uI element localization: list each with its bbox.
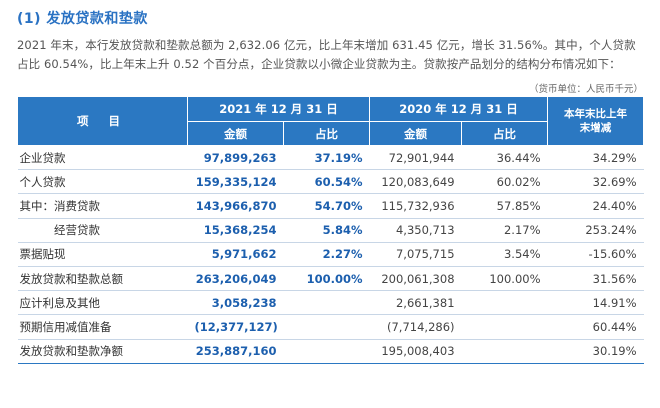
previous-amount: 7,075,715 (369, 242, 462, 267)
current-amount: 263,206,049 (187, 266, 284, 292)
change-value: 30.19% (547, 339, 644, 364)
currency-unit-note: （货币单位：人民币千元） (528, 84, 643, 95)
current-share: 5.84% (283, 218, 370, 243)
table-row: 其中：消费贷款 143,966,870 54.70% 115,732,936 57.85… (17, 193, 644, 219)
previous-amount: (7,714,286) (369, 314, 462, 340)
previous-amount: 4,350,713 (369, 218, 462, 243)
previous-amount: 2,661,381 (369, 290, 462, 316)
table-row: 预期信用减值准备 (12,377,127) (7,714,286) 60.44% (17, 314, 644, 340)
header-current-amount: 金额 (187, 121, 284, 146)
row-label: 预期信用减值准备 (17, 314, 188, 340)
previous-amount: 120,083,649 (369, 169, 462, 195)
current-share: 37.19% (283, 145, 370, 171)
previous-share: 36.44% (461, 145, 548, 171)
table-row: 个人贷款 159,335,124 60.54% 120,083,649 60.02% 32… (17, 169, 644, 195)
current-amount: 159,335,124 (187, 169, 284, 195)
row-label: 应计利息及其他 (17, 290, 188, 316)
header-item: 项 目 (17, 96, 188, 146)
header-period-previous: 2020 年 12 月 31 日 (369, 96, 549, 122)
current-amount: 253,887,160 (187, 339, 284, 364)
previous-share (461, 339, 548, 364)
header-previous-amount: 金额 (369, 121, 463, 146)
section-heading: (1) 发放贷款和垫款 (17, 11, 148, 27)
row-label: 票据贴现 (17, 242, 188, 267)
previous-amount: 195,008,403 (369, 339, 462, 364)
previous-share: 100.00% (461, 266, 548, 292)
change-value: -15.60% (547, 242, 644, 267)
current-amount: 5,971,662 (187, 242, 284, 267)
table-row: 发放贷款和垫款总额 263,206,049 100.00% 200,061,308 10… (17, 266, 644, 292)
previous-amount: 200,061,308 (369, 266, 462, 292)
header-previous-share: 占比 (461, 121, 549, 146)
change-value: 24.40% (547, 193, 644, 219)
previous-share (461, 290, 548, 316)
current-share: 60.54% (283, 169, 370, 195)
table-row: 发放贷款和垫款净额 253,887,160 195,008,403 30.19% (17, 339, 644, 364)
current-share: 54.70% (283, 193, 370, 219)
current-amount: 15,368,254 (187, 218, 284, 243)
header-change: 本年末比上年末增减 (547, 96, 645, 146)
previous-share: 2.17% (461, 218, 548, 243)
change-value: 31.56% (547, 266, 644, 292)
header-current-share: 占比 (282, 121, 371, 146)
current-share (283, 290, 370, 316)
loan-structure-table: 项 目 2021 年 12 月 31 日 2020 年 12 月 31 日 本年… (17, 96, 645, 364)
change-value: 253.24% (547, 218, 644, 243)
previous-share: 3.54% (461, 242, 548, 267)
row-label: 企业贷款 (17, 145, 188, 171)
table-row: 应计利息及其他 3,058,238 2,661,381 14.91% (17, 290, 644, 316)
header-change-label: 本年末比上年末增减 (564, 108, 628, 134)
row-label: 发放贷款和垫款净额 (17, 339, 188, 364)
current-amount: 143,966,870 (187, 193, 284, 219)
previous-amount: 115,732,936 (369, 193, 462, 219)
current-amount: 97,899,263 (187, 145, 284, 171)
current-amount: 3,058,238 (187, 290, 284, 316)
row-label: 其中：消费贷款 (17, 193, 188, 219)
row-label: 个人贷款 (17, 169, 188, 195)
change-value: 34.29% (547, 145, 644, 171)
header-period-current: 2021 年 12 月 31 日 (186, 96, 371, 122)
current-share (283, 314, 370, 340)
table-row: 企业贷款 97,899,263 37.19% 72,901,944 36.44% 34.2… (17, 145, 644, 171)
table-row: 票据贴现 5,971,662 2.27% 7,075,715 3.54% -15.60% (17, 242, 644, 267)
current-share (283, 339, 370, 364)
previous-share (461, 314, 548, 340)
row-label: 发放贷款和垫款总额 (17, 266, 188, 292)
current-share: 100.00% (283, 266, 370, 292)
previous-share: 60.02% (461, 169, 548, 195)
section-paragraph: 2021 年末，本行发放贷款和垫款总额为 2,632.06 亿元，比上年末增加 … (17, 38, 636, 71)
row-label: 经营贷款 (17, 218, 188, 243)
change-value: 14.91% (547, 290, 644, 316)
table-body: 企业贷款 97,899,263 37.19% 72,901,944 36.44% 34.2… (17, 145, 644, 364)
change-value: 32.69% (547, 169, 644, 195)
current-share: 2.27% (283, 242, 370, 267)
table-row: 经营贷款 15,368,254 5.84% 4,350,713 2.17% 253.24% (17, 218, 644, 243)
previous-share: 57.85% (461, 193, 548, 219)
current-amount: (12,377,127) (187, 314, 284, 340)
previous-amount: 72,901,944 (369, 145, 462, 171)
change-value: 60.44% (547, 314, 644, 340)
